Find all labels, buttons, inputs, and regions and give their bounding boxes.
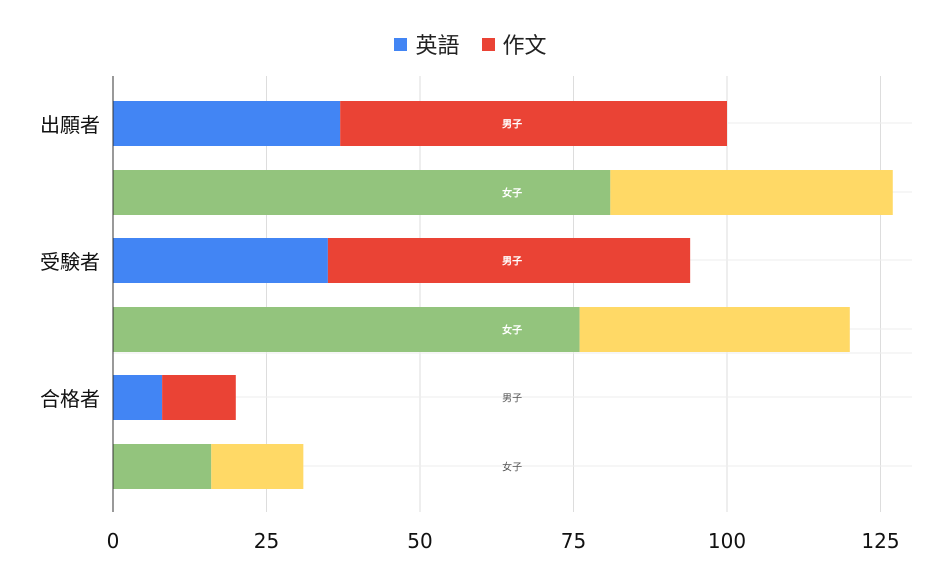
bar-segment <box>211 444 304 489</box>
group-label: 出願者 <box>40 113 100 137</box>
x-tick-label: 0 <box>107 529 120 553</box>
bar-segment <box>610 170 893 215</box>
bar-sublabel: 女子 <box>502 187 522 200</box>
bar-segment <box>113 170 611 215</box>
bar-sublabel: 男子 <box>502 256 522 268</box>
bar-sublabel: 女子 <box>502 324 522 337</box>
legend-label-composition: 作文 <box>502 34 547 59</box>
x-tick-label: 100 <box>708 529 746 553</box>
x-tick-label: 25 <box>254 529 279 553</box>
bar-segment <box>162 375 236 420</box>
bar-segment <box>113 375 163 420</box>
bar-segment <box>113 444 212 489</box>
group-label: 受験者 <box>40 250 100 274</box>
bar-segment <box>113 238 328 283</box>
bar-sublabel: 男子 <box>502 119 522 131</box>
legend-swatch-composition <box>481 37 495 51</box>
legend-item-composition[interactable]: 作文 <box>481 28 547 60</box>
bar-segment <box>340 101 727 146</box>
bar-segment <box>113 307 580 352</box>
bar-segment <box>327 238 691 283</box>
group-label: 合格者 <box>40 387 100 411</box>
x-tick-label: 75 <box>561 529 586 553</box>
legend-item-english[interactable]: 英語 <box>394 28 460 60</box>
bar-segment <box>579 307 850 352</box>
bar-sublabel: 女子 <box>502 461 522 474</box>
x-tick-label: 50 <box>407 529 432 553</box>
legend-label-english: 英語 <box>415 34 460 59</box>
bar-segment <box>113 101 341 146</box>
x-tick-label: 125 <box>861 529 899 553</box>
legend-swatch-english <box>394 37 408 51</box>
bar-sublabel: 男子 <box>502 393 522 405</box>
chart-legend: 英語 作文 <box>0 28 941 60</box>
